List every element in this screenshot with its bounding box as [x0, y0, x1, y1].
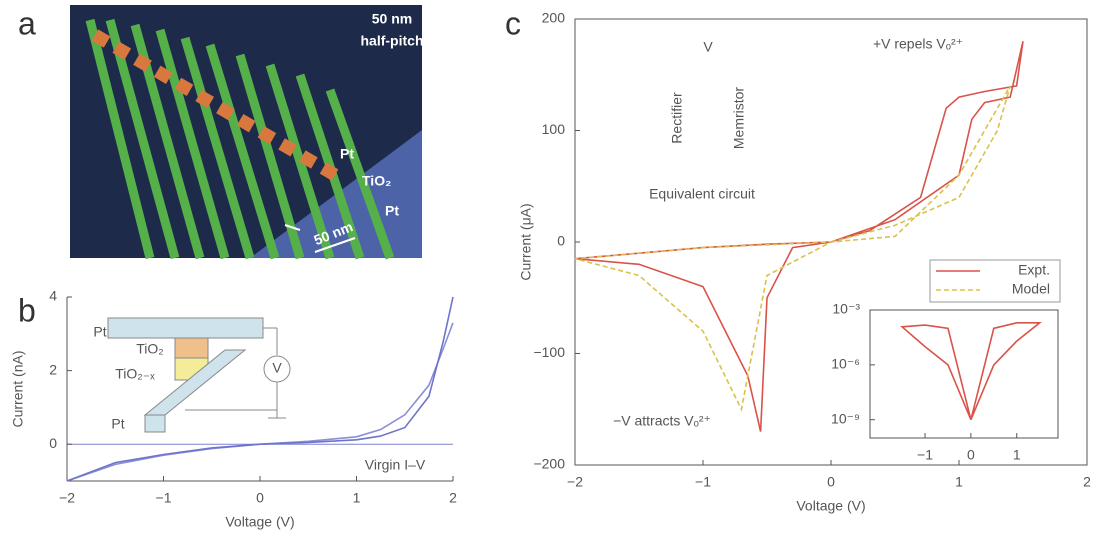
legend-label: Expt.	[1018, 262, 1050, 278]
panel-label: a	[18, 5, 36, 41]
annotation: Rectifier	[669, 92, 685, 144]
annotation: −V attracts Vₒ²⁺	[613, 413, 711, 429]
annotation: Virgin I–V	[365, 457, 426, 473]
x-tick-label: 1	[353, 490, 361, 506]
legend-label: Model	[1012, 281, 1050, 297]
x-tick-label: 1	[1013, 447, 1021, 463]
y-axis-label: Current (μA)	[518, 203, 534, 280]
image-label: 50 nm	[372, 11, 412, 27]
x-tick-label: 0	[827, 474, 835, 490]
x-tick-label: 2	[1083, 474, 1091, 490]
data-line	[66, 322, 454, 482]
annotation: V	[272, 360, 282, 376]
x-axis-label: Voltage (V)	[225, 514, 294, 530]
y-tick-label: 100	[542, 121, 566, 137]
x-tick-label: 1	[955, 474, 963, 490]
annotation: TiO₂	[136, 341, 163, 357]
y-tick-label: −100	[533, 344, 565, 360]
image-label: Pt	[340, 146, 354, 162]
y-axis-label: Current (nA)	[10, 350, 26, 427]
x-tick-label: −2	[59, 490, 75, 506]
y-tick-label: 4	[49, 288, 57, 304]
y-tick-label: 10⁻⁶	[831, 356, 860, 372]
image-label: half-pitch	[361, 33, 424, 49]
data-line	[900, 322, 1042, 421]
annotation: Memristor	[731, 87, 747, 150]
plot-frame	[869, 309, 1059, 439]
image-label: TiO₂	[362, 173, 391, 189]
y-tick-label: 2	[49, 361, 57, 377]
y-tick-label: 200	[542, 10, 566, 26]
x-tick-label: −1	[156, 490, 172, 506]
image-label: Pt	[385, 203, 399, 219]
x-tick-label: −1	[695, 474, 711, 490]
annotation: +V repels Vₒ²⁺	[873, 36, 963, 52]
x-tick-label: 0	[967, 447, 975, 463]
legend-box	[929, 259, 1061, 303]
annotation: Pt	[111, 416, 124, 432]
annotation: V	[703, 39, 713, 55]
y-tick-label: 0	[557, 233, 565, 249]
annotation: Pt	[93, 324, 106, 340]
x-tick-label: −2	[567, 474, 583, 490]
panel-label: b	[18, 292, 36, 328]
sem-image	[70, 5, 422, 260]
annotation: TiO₂₋ₓ	[115, 366, 155, 382]
annotation: Equivalent circuit	[649, 186, 755, 202]
data-line	[574, 85, 1011, 412]
data-line	[66, 296, 454, 482]
x-tick-label: 0	[256, 490, 264, 506]
y-tick-label: 10⁻⁹	[831, 410, 860, 426]
panel-label: c	[505, 5, 521, 41]
y-tick-label: 10⁻³	[832, 301, 860, 317]
y-tick-label: 0	[49, 435, 57, 451]
y-tick-label: −200	[533, 456, 565, 472]
x-tick-label: 2	[449, 490, 457, 506]
x-tick-label: −1	[917, 447, 933, 463]
device-schematic	[107, 317, 291, 433]
x-axis-label: Voltage (V)	[796, 498, 865, 514]
